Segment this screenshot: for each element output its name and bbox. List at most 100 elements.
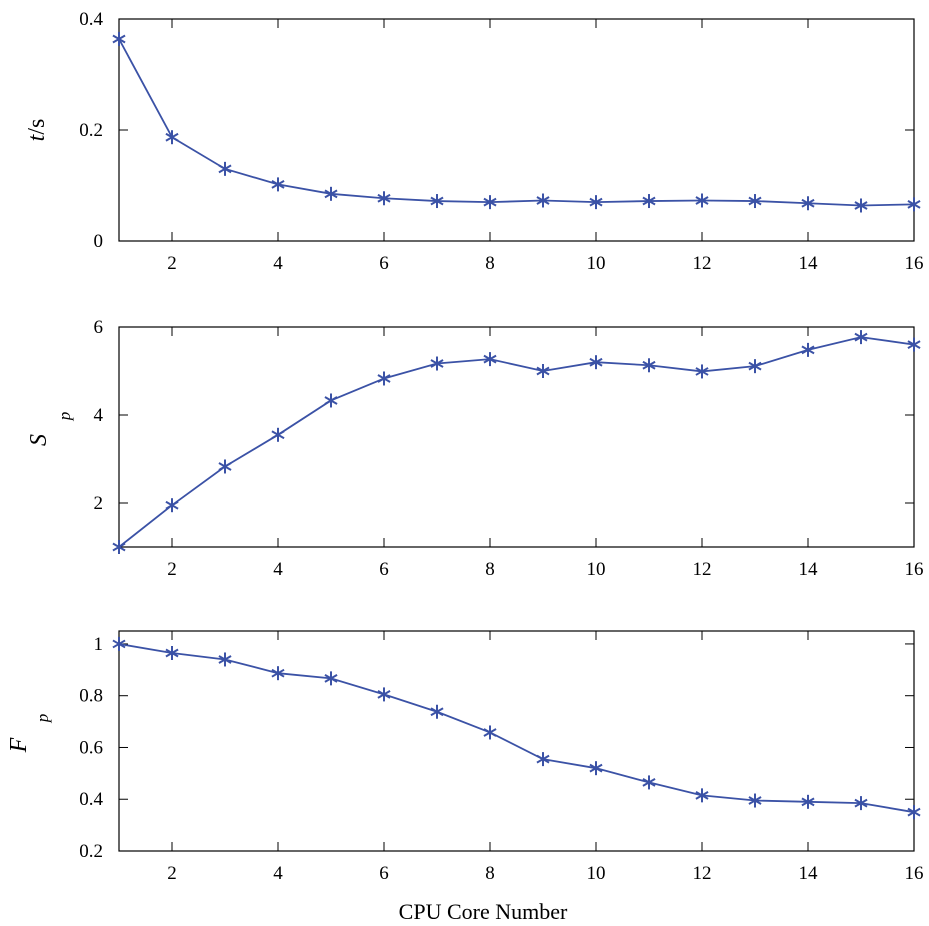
speedup-data-point [165,498,179,513]
speedup-series-line [118,336,915,548]
speedup-ylabel: S [26,434,52,446]
efficiency-data-point [907,805,921,820]
time-xtick-label: 4 [273,253,283,274]
efficiency-data-point [271,666,285,681]
efficiency-ytick-label: 0.6 [79,737,103,758]
speedup-xtick-label: 10 [587,559,606,580]
time-data-point [218,161,232,176]
time-ytick-label: 0 [94,231,104,252]
efficiency-data-point [748,793,762,808]
efficiency-xtick-label: 14 [799,863,819,884]
time-ylabel-unit: /s [24,119,50,135]
speedup-ylabel-subscript: p [55,412,74,422]
speedup-data-point [695,364,709,379]
time-xtick-label: 16 [905,253,924,274]
efficiency-xtick-label: 16 [905,863,924,884]
speedup-xtick-label: 14 [799,559,819,580]
time-xtick-label: 14 [799,253,819,274]
speedup-data-point [271,427,285,442]
efficiency-xtick-label: 10 [587,863,606,884]
efficiency-data-point [377,687,391,702]
efficiency-data-point [589,761,603,776]
time-data-point [112,31,126,46]
efficiency-ylabel: F [6,737,32,753]
speedup-plot-frame [118,326,915,548]
time-data-point [907,197,921,212]
efficiency-panel: 2 4 6 8 10 12 14 16 0.2 0.4 0.6 0.8 1 F p [6,630,924,884]
time-data-point [854,198,868,213]
efficiency-series-line [118,643,915,814]
speedup-data-point [430,356,444,371]
speedup-data-point [854,330,868,345]
efficiency-data-point [854,796,868,811]
speedup-xtick-label: 6 [379,559,389,580]
speedup-data-point [324,393,338,408]
speedup-data-point [642,358,656,373]
time-series-line [118,38,915,207]
efficiency-xtick-label: 8 [485,863,495,884]
efficiency-data-point [430,704,444,719]
efficiency-xtick-label: 6 [379,863,389,884]
time-xtick-label: 12 [693,253,712,274]
speedup-ytick-label: 6 [94,317,104,338]
time-data-point [430,194,444,209]
time-data-point [165,130,179,145]
efficiency-ylabel-subscript: p [33,714,52,724]
efficiency-ytick-label: 0.4 [79,789,103,810]
time-data-point [589,195,603,210]
speedup-panel: 2 4 6 8 10 12 14 16 2 4 6 S p [26,317,924,580]
time-panel: 2 4 6 8 10 12 14 16 0 0.2 0.4 t/s [24,9,924,274]
time-data-point [536,193,550,208]
time-data-point [483,195,497,210]
time-data-point [324,186,338,201]
efficiency-ytick-label: 0.2 [79,841,103,862]
time-data-point [271,177,285,192]
speedup-xtick-label: 16 [905,559,924,580]
speedup-data-point [748,359,762,374]
speedup-xtick-label: 2 [167,559,177,580]
time-xtick-label: 2 [167,253,177,274]
speedup-xtick-label: 8 [485,559,495,580]
speedup-data-point [536,364,550,378]
efficiency-data-point [218,652,232,667]
time-xtick-label: 8 [485,253,495,274]
efficiency-data-point [695,788,709,803]
time-xtick-label: 6 [379,253,389,274]
time-ylabel-main: t [24,133,50,141]
time-ylabel: t/s [24,119,50,142]
speedup-data-point [483,352,497,367]
efficiency-data-point [112,636,126,651]
speedup-data-point [801,342,815,357]
time-ytick-label: 0.2 [79,120,103,141]
efficiency-xtick-label: 12 [693,863,712,884]
speedup-data-point [218,459,232,474]
efficiency-data-point [483,725,497,740]
efficiency-ytick-label: 0.8 [79,686,103,707]
speedup-xtick-label: 12 [693,559,712,580]
speedup-ytick-label: 4 [94,405,104,426]
efficiency-ytick-label: 1 [94,634,104,655]
time-data-point [377,191,391,206]
x-axis-label: CPU Core Number [399,899,568,924]
efficiency-xtick-label: 4 [273,863,283,884]
efficiency-data-point [165,646,179,660]
speedup-ytick-label: 2 [94,493,104,514]
time-data-point [801,196,815,211]
efficiency-data-point [324,671,338,686]
time-ytick-label: 0.4 [79,9,103,30]
efficiency-data-point [642,775,656,790]
efficiency-xtick-label: 2 [167,863,177,884]
speedup-data-point [112,540,126,554]
speedup-data-point [907,337,921,352]
efficiency-data-point [801,794,815,809]
time-data-point [642,194,656,209]
speedup-data-point [377,371,391,386]
speedup-data-point [589,355,603,370]
time-data-point [695,193,709,208]
efficiency-plot-frame [118,630,915,852]
speedup-xtick-label: 4 [273,559,283,580]
efficiency-data-point [536,752,550,767]
time-data-point [748,194,762,209]
time-xtick-label: 10 [587,253,606,274]
